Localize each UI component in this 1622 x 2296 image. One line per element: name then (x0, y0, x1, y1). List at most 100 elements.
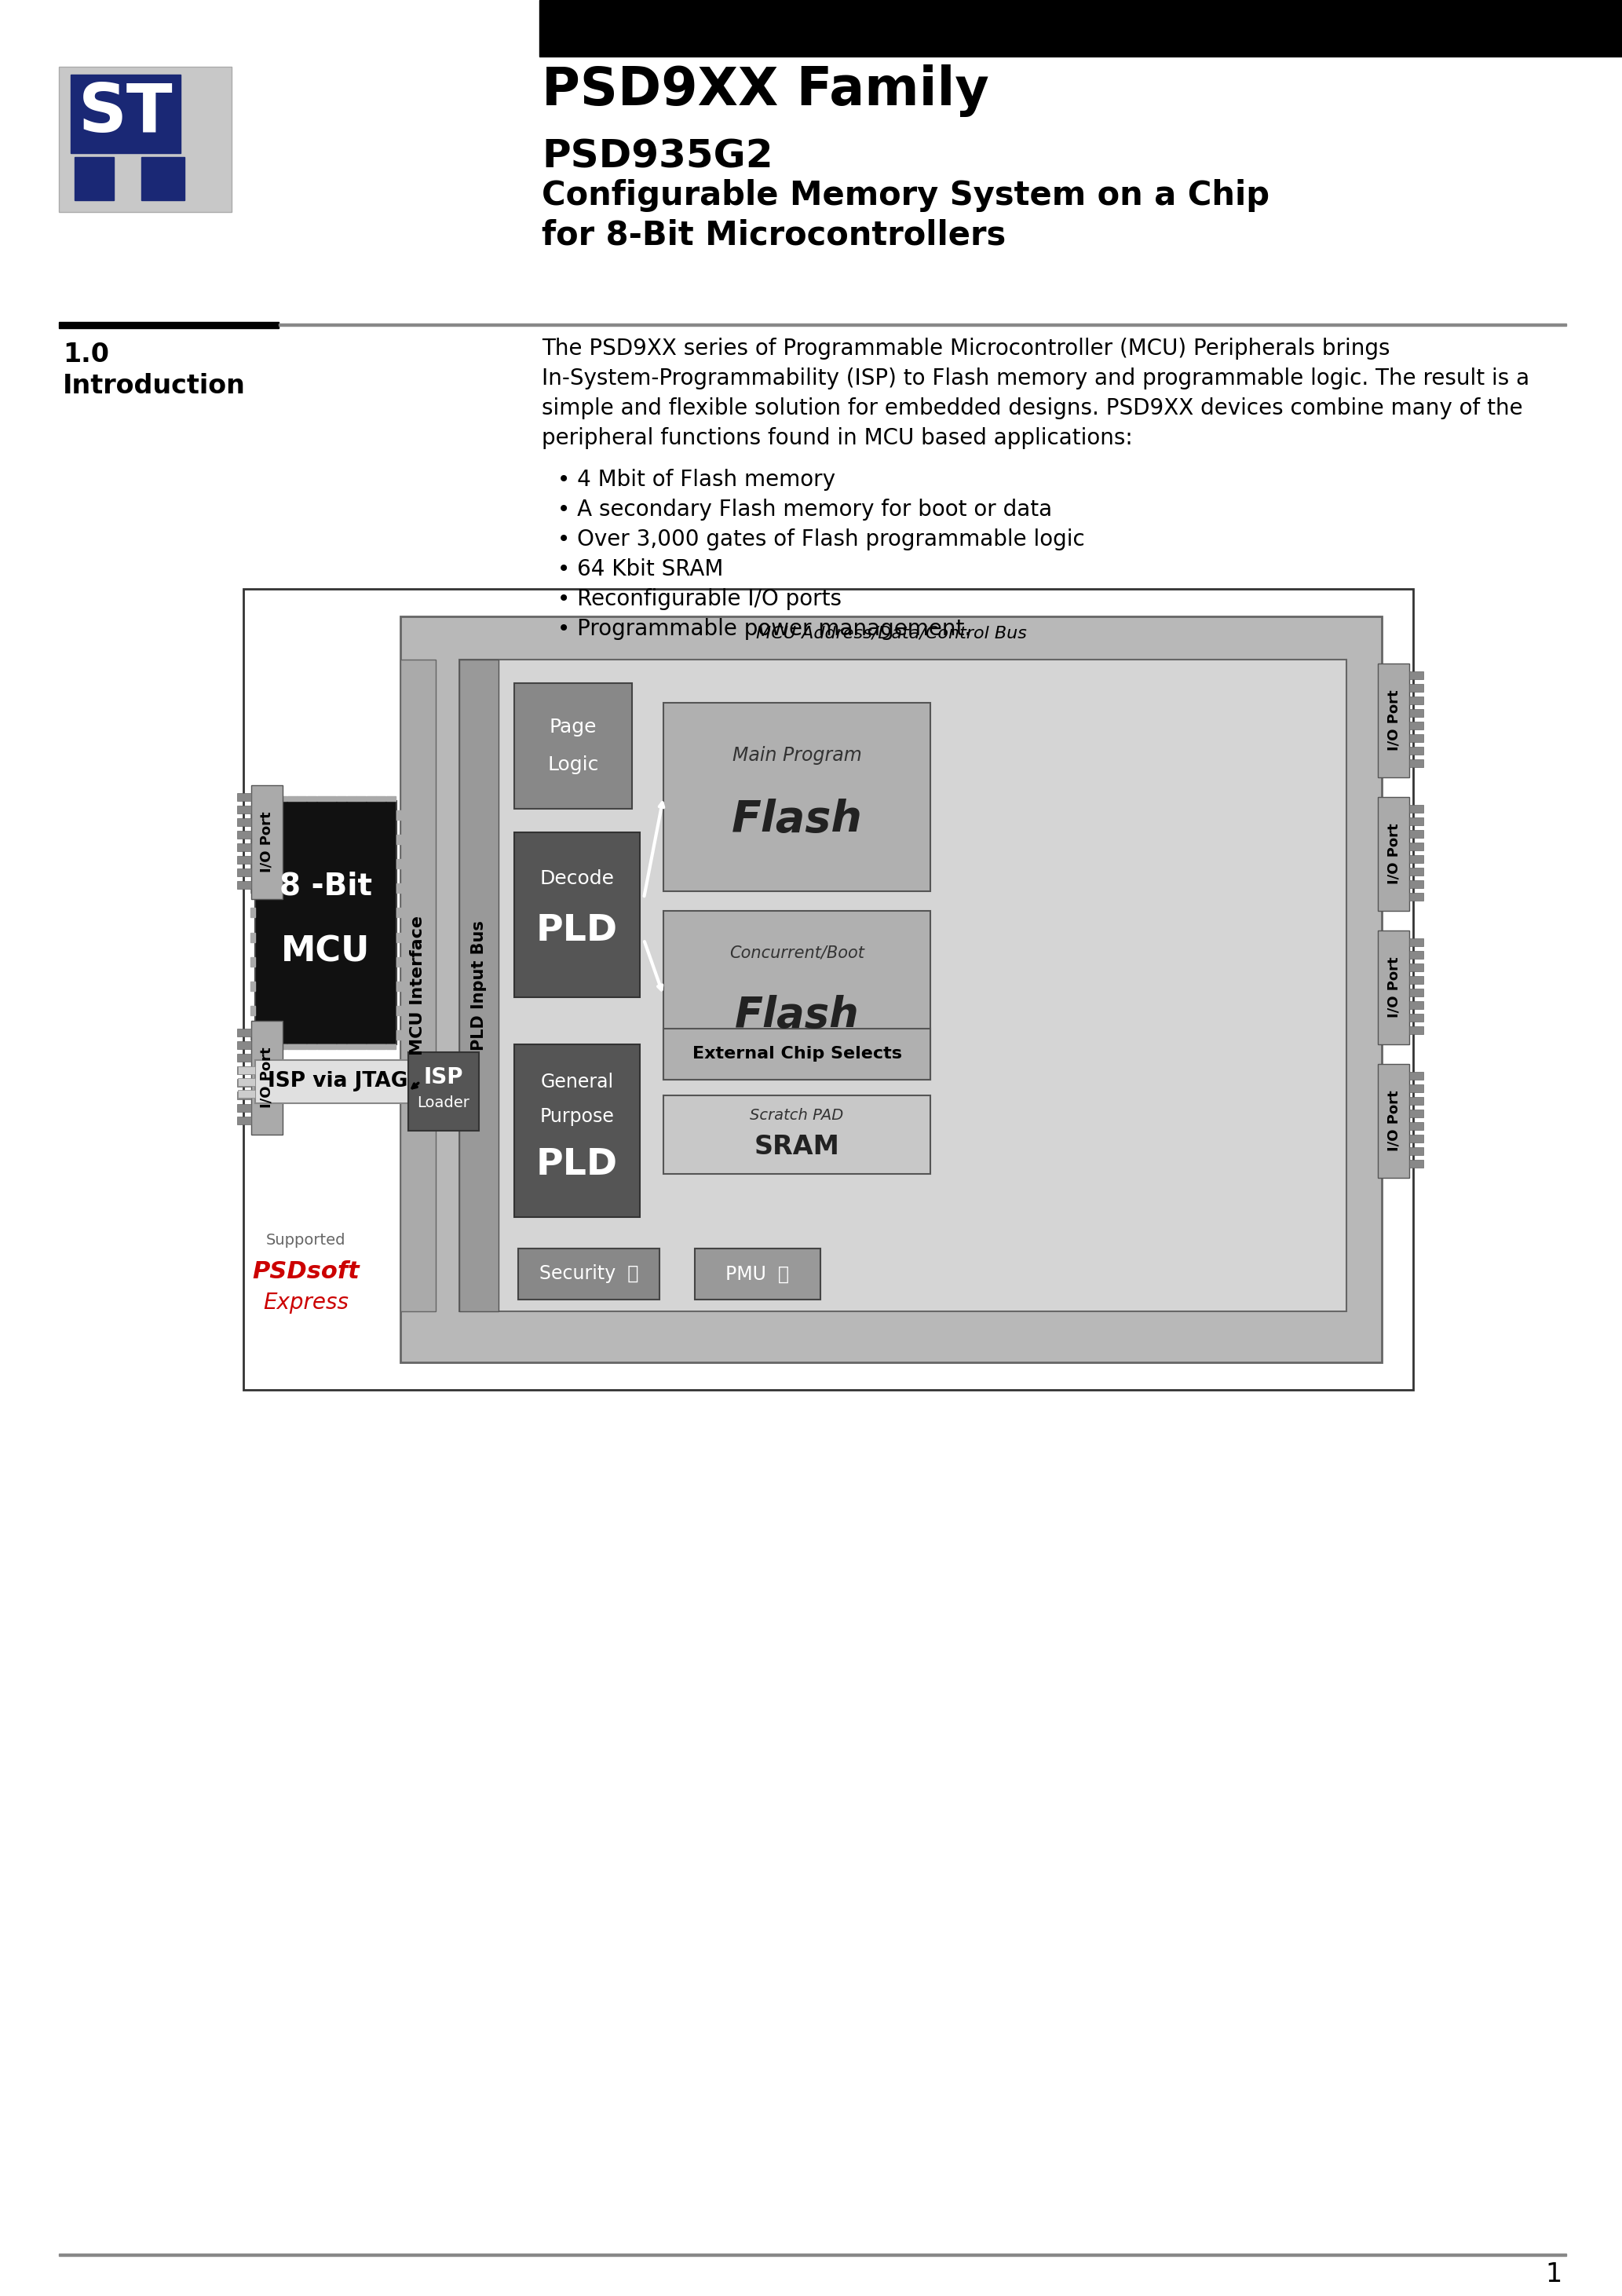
Bar (237, 806, 251, 813)
Bar (250, 859, 255, 868)
Bar (347, 1045, 357, 1049)
Bar (1410, 1109, 1424, 1118)
Bar (307, 1045, 316, 1049)
Bar (459, 659, 498, 1311)
Text: • 64 Kbit SRAM: • 64 Kbit SRAM (558, 558, 723, 581)
Bar (237, 1065, 251, 1075)
Bar (1410, 696, 1424, 705)
Bar (237, 856, 251, 863)
Bar (1410, 1084, 1424, 1093)
Text: In-System-Programmability (ISP) to Flash memory and programmable logic. The resu: In-System-Programmability (ISP) to Flash… (542, 367, 1530, 390)
Bar (1410, 976, 1424, 985)
Text: I/O Port: I/O Port (1387, 957, 1401, 1017)
Bar (237, 817, 251, 827)
Bar (337, 1045, 345, 1049)
Text: Introduction: Introduction (63, 372, 245, 400)
Bar (277, 1045, 287, 1049)
Text: • Programmable power management.: • Programmable power management. (558, 618, 972, 641)
Bar (250, 836, 255, 845)
Bar (540, 0, 1622, 57)
Bar (1377, 797, 1410, 912)
Bar (287, 1045, 297, 1049)
Text: • 4 Mbit of Flash memory: • 4 Mbit of Flash memory (558, 468, 835, 491)
Bar (1410, 893, 1424, 900)
Bar (316, 797, 326, 801)
Bar (1377, 664, 1410, 778)
Bar (1410, 670, 1424, 680)
Bar (238, 1091, 255, 1097)
Bar (307, 797, 316, 801)
Text: Scratch PAD: Scratch PAD (749, 1107, 843, 1123)
Bar (243, 588, 1413, 1389)
Bar (347, 797, 357, 801)
Bar (386, 1045, 396, 1049)
Text: ISP: ISP (423, 1065, 464, 1088)
Bar (328, 797, 336, 801)
Text: I/O Port: I/O Port (260, 1047, 274, 1109)
Bar (367, 797, 376, 801)
Bar (396, 810, 401, 820)
Bar (1410, 735, 1424, 742)
Bar (268, 1045, 277, 1049)
Bar (1377, 1063, 1410, 1178)
Bar (367, 1045, 376, 1049)
Text: PSD9XX Family: PSD9XX Family (542, 64, 989, 117)
Bar (287, 797, 297, 801)
Bar (396, 1031, 401, 1040)
Bar (237, 1029, 251, 1035)
Bar (141, 156, 185, 200)
Text: PSDsoft: PSDsoft (253, 1261, 360, 1283)
Bar (255, 801, 396, 1045)
Bar (1410, 1097, 1424, 1104)
Text: Supported: Supported (266, 1233, 345, 1247)
Bar (396, 1006, 401, 1015)
Bar (1410, 760, 1424, 767)
Bar (1410, 1015, 1424, 1022)
Text: PSD935G2: PSD935G2 (542, 138, 774, 174)
Bar (268, 797, 277, 801)
Text: Purpose: Purpose (540, 1107, 615, 1127)
Bar (396, 859, 401, 868)
Bar (663, 912, 931, 1079)
Bar (1410, 709, 1424, 716)
Bar (279, 324, 1567, 326)
Bar (250, 909, 255, 918)
Bar (1410, 806, 1424, 813)
Bar (514, 1045, 639, 1217)
Bar (396, 957, 401, 967)
Bar (376, 797, 386, 801)
Bar (58, 321, 279, 328)
Bar (1410, 939, 1424, 946)
Bar (1410, 879, 1424, 889)
Bar (1410, 964, 1424, 971)
Bar (297, 797, 307, 801)
Bar (1410, 829, 1424, 838)
Text: MCU Address/Data/Control Bus: MCU Address/Data/Control Bus (756, 627, 1027, 641)
Bar (237, 868, 251, 877)
Bar (1410, 1159, 1424, 1169)
Bar (1410, 746, 1424, 755)
Bar (250, 957, 255, 967)
Bar (250, 980, 255, 992)
Text: 1: 1 (1546, 2262, 1562, 2287)
Bar (1410, 817, 1424, 824)
Text: 8 -Bit: 8 -Bit (279, 870, 371, 900)
Text: simple and flexible solution for embedded designs. PSD9XX devices combine many o: simple and flexible solution for embedde… (542, 397, 1523, 420)
Text: MCU Interface: MCU Interface (410, 916, 427, 1056)
Bar (251, 1022, 282, 1134)
Bar (237, 1091, 251, 1100)
Bar (237, 1104, 251, 1111)
Bar (238, 1079, 255, 1086)
Bar (237, 1116, 251, 1125)
Bar (237, 843, 251, 852)
Bar (663, 1029, 931, 1079)
Bar (250, 932, 255, 941)
Text: ISP via JTAG: ISP via JTAG (268, 1072, 407, 1093)
Bar (58, 67, 232, 211)
Text: External Chip Selects: External Chip Selects (693, 1047, 902, 1063)
Bar (237, 882, 251, 889)
Bar (376, 1045, 386, 1049)
Bar (514, 684, 633, 808)
Bar (75, 156, 114, 200)
Text: Page: Page (550, 719, 597, 737)
